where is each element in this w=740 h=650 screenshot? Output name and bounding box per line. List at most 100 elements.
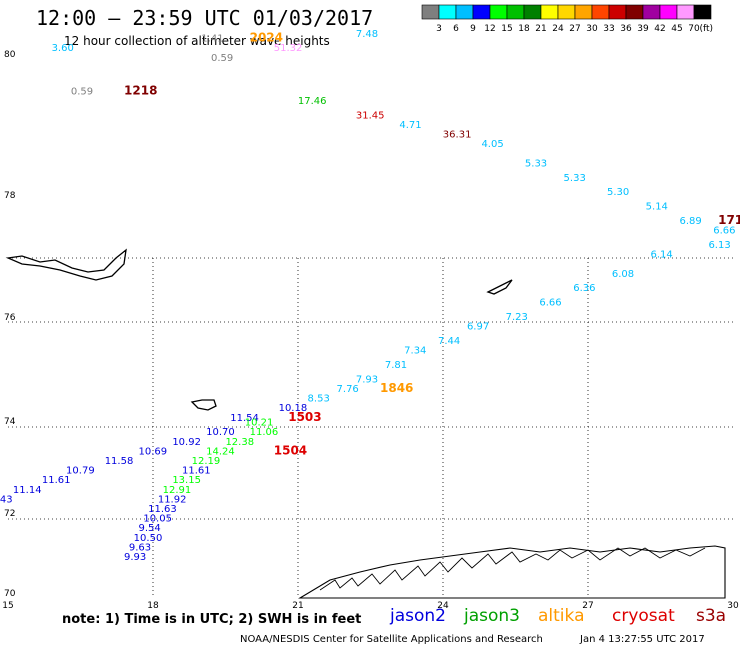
wave-height-label: 6.66 (713, 226, 735, 237)
wave-height-label: 14.24 (206, 446, 235, 457)
land-svalbard-south (5, 248, 127, 281)
pass-time-label: 2024 (250, 31, 283, 45)
wave-height-label: 5.33 (564, 173, 586, 184)
pass-time-label: 1504 (274, 443, 307, 457)
colorbar-swatch (455, 4, 474, 20)
colorbar-swatch (421, 4, 440, 20)
wave-height-label: 10.69 (139, 446, 168, 457)
wave-height-label: 6.89 (679, 216, 701, 227)
colorbar-swatch (472, 4, 491, 20)
wave-height-label: 11.06 (250, 427, 279, 438)
land-layer (5, 248, 726, 599)
satellite-legend-s3a: s3a (696, 606, 727, 626)
lon-label: 30 (727, 601, 739, 611)
wave-height-label: 6.66 (539, 298, 561, 309)
axis-labels: 80 78 76 74 72 70 15 18 21 24 27 30 (2, 50, 739, 611)
wave-height-label: 4.71 (399, 120, 421, 131)
wave-height-label: 12.38 (225, 437, 254, 448)
colorbar-swatch (540, 4, 559, 20)
wave-height-label: 6.97 (467, 322, 489, 333)
wave-height-label: 10.70 (206, 427, 235, 438)
wave-height-label: 4.05 (481, 139, 503, 150)
wave-height-label: 10.18 (279, 403, 308, 414)
colorbar-label: 12 (484, 24, 495, 34)
colorbar-label: 21 (535, 24, 546, 34)
wave-height-label: 11.61 (42, 475, 71, 486)
pass-time-label: 1218 (124, 83, 157, 97)
colorbar-swatch (642, 4, 661, 20)
pass-time-label: 1846 (380, 381, 413, 395)
colorbar-swatch (574, 4, 593, 20)
lat-label: 70 (4, 589, 16, 599)
page-title: 12:00 — 23:59 UTC 01/03/2017 (36, 6, 374, 30)
colorbar-label: 33 (603, 24, 614, 34)
satellite-legend-jason3: jason3 (464, 606, 520, 626)
land-norway-coast (298, 545, 726, 599)
wave-height-label: 11.92 (158, 494, 187, 505)
wave-height-label: 10.05 (143, 514, 172, 525)
wave-height-label: 6.14 (650, 250, 672, 261)
wave-height-label: 6.08 (612, 269, 634, 280)
colorbar-label: 39 (637, 24, 649, 34)
wave-height-label: 36.31 (443, 130, 472, 141)
colorbar-swatch (438, 4, 457, 20)
lon-label: 21 (292, 601, 303, 611)
wave-height-label: 12.19 (192, 456, 221, 467)
colorbar-label: 18 (518, 24, 530, 34)
land-kong-karls (486, 279, 513, 295)
wave-height-label: 17.46 (298, 96, 327, 107)
wave-height-label: 9.54 (139, 523, 161, 534)
wave-height-label: 7.48 (356, 29, 378, 40)
wave-height-label: 12.91 (163, 485, 192, 496)
colorbar-label: 45 (671, 24, 682, 34)
wave-height-label: 0.59 (211, 53, 233, 64)
colorbar-swatch (523, 4, 542, 20)
page-subtitle: 12 hour collection of altimeter wave hei… (64, 34, 330, 48)
colorbar-label: 6 (453, 24, 459, 34)
lat-label: 74 (4, 417, 16, 427)
wave-height-label: 0.59 (71, 86, 93, 97)
wave-height-label: 11.54 (230, 413, 259, 424)
colorbar-label: 42 (654, 24, 665, 34)
wave-height-label: 6.36 (573, 283, 595, 294)
wave-height-label: 10.92 (172, 437, 201, 448)
footer-credit: NOAA/NESDIS Center for Satellite Applica… (240, 634, 543, 645)
colorbar-label: 70 (688, 24, 700, 34)
wave-height-label: 9.93 (124, 552, 146, 563)
wave-height-label: 9.63 (129, 542, 151, 553)
colorbar-swatch (489, 4, 508, 20)
colorbar-label: 27 (569, 24, 580, 34)
colorbar-swatch (557, 4, 576, 20)
colorbar-swatch (659, 4, 678, 20)
wave-height-label: 8.53 (308, 394, 330, 405)
colorbar-label: 9 (470, 24, 476, 34)
wave-height-label: 11.14 (13, 485, 42, 496)
wave-height-label: 7.93 (356, 374, 378, 385)
wave-height-label: 31.45 (356, 110, 385, 121)
lon-label: 15 (2, 601, 13, 611)
land-norway-fjords (319, 547, 706, 591)
wave-height-label: 7.34 (404, 346, 426, 357)
wave-height-label: 11.58 (105, 456, 134, 467)
satellite-legend-cryosat: cryosat (612, 606, 675, 626)
lat-label: 72 (4, 509, 15, 519)
colorbar-swatch (676, 4, 695, 20)
wave-height-label: 10.43 (0, 494, 13, 505)
satellite-legend-jason2: jason2 (390, 606, 446, 626)
wave-height-label: 5.30 (607, 187, 629, 198)
colorbar-label: 3 (436, 24, 442, 34)
colorbar-swatch (608, 4, 627, 20)
wave-height-label: 13.15 (172, 475, 201, 486)
land-bear-island (190, 399, 217, 411)
wave-height-label: 5.33 (525, 158, 547, 169)
wave-height-label: 7.44 (438, 336, 460, 347)
wave-height-label: 7.23 (506, 312, 528, 323)
wave-height-label: 10.50 (134, 533, 163, 544)
colorbar-label: 30 (586, 24, 598, 34)
footer-timestamp: Jan 4 13:27:55 UTC 2017 (580, 634, 705, 645)
wave-height-label: 6.13 (708, 240, 730, 251)
wave-height-label: 10.21 (245, 418, 274, 429)
pass-time-label: 1717 (718, 213, 740, 227)
